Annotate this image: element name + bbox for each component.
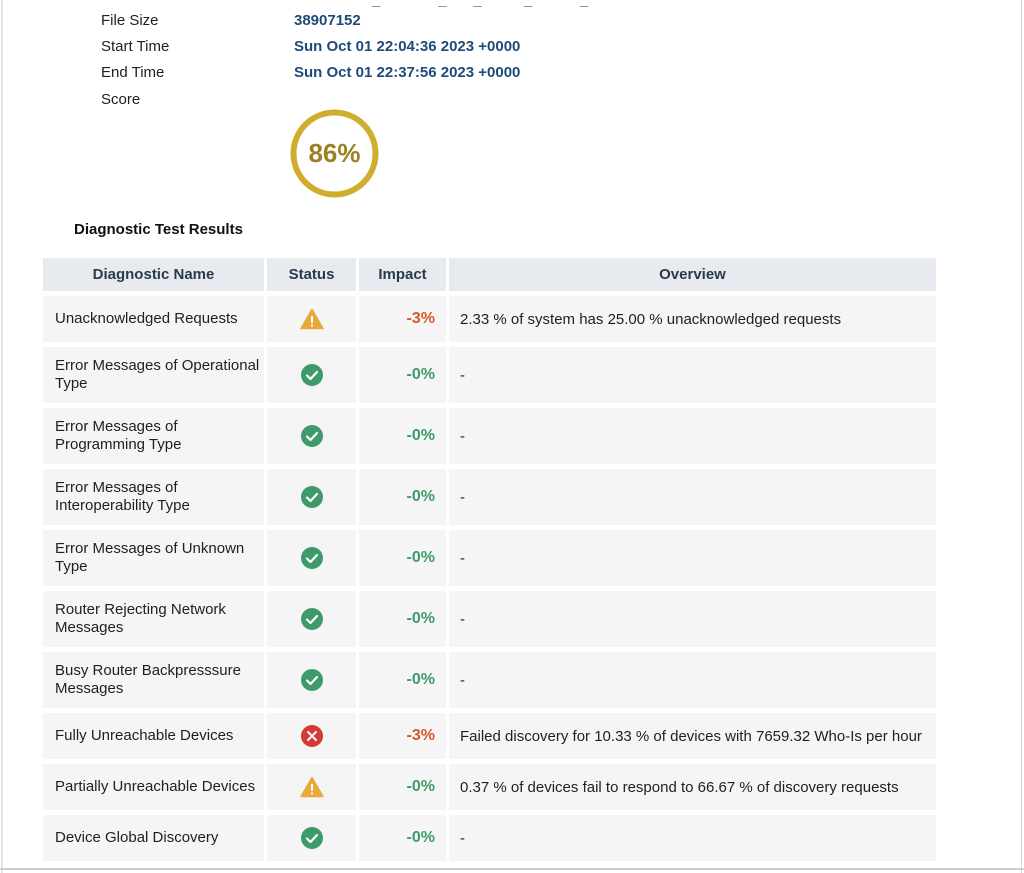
diagnostic-name-cell: Fully Unreachable Devices xyxy=(43,713,264,759)
table-body: Unacknowledged Requests -3% 2.33 % of syst… xyxy=(43,296,936,861)
header-overview[interactable]: Overview xyxy=(449,258,936,291)
impact-cell: -0% xyxy=(359,408,446,464)
status-cell xyxy=(267,652,356,708)
diagnostic-name-cell: Error Messages of Operational Type xyxy=(43,347,264,403)
warning-icon xyxy=(299,775,324,799)
overview-cell: - xyxy=(449,469,936,525)
score-label: Score xyxy=(101,91,141,108)
end-time-label: End Time xyxy=(101,64,165,81)
impact-cell: -0% xyxy=(359,591,446,647)
header-impact[interactable]: Impact xyxy=(359,258,446,291)
overview-cell: Failed discovery for 10.33 % of devices … xyxy=(449,713,936,759)
overview-cell: - xyxy=(449,652,936,708)
header-diagnostic-name[interactable]: Diagnostic Name xyxy=(43,258,264,291)
status-cell xyxy=(267,764,356,810)
table-row: Error Messages of Unknown Type -0% - xyxy=(43,530,936,586)
impact-cell: -3% xyxy=(359,296,446,342)
impact-cell: -0% xyxy=(359,815,446,861)
overview-cell: - xyxy=(449,815,936,861)
check-circle-icon xyxy=(300,485,324,509)
table-header: Diagnostic Name Status Impact Overview xyxy=(43,258,936,291)
table-row: Error Messages of Programming Type -0% - xyxy=(43,408,936,464)
page-right-border xyxy=(1021,0,1022,873)
check-circle-icon xyxy=(300,826,324,850)
overview-cell: - xyxy=(449,591,936,647)
page-left-border xyxy=(1,0,3,873)
status-cell xyxy=(267,591,356,647)
start-time-label: Start Time xyxy=(101,38,170,55)
warning-icon xyxy=(299,307,324,331)
check-circle-icon xyxy=(300,546,324,570)
diagnostic-name-cell: Error Messages of Programming Type xyxy=(43,408,264,464)
impact-cell: -0% xyxy=(359,469,446,525)
impact-cell: -0% xyxy=(359,764,446,810)
impact-cell: -3% xyxy=(359,713,446,759)
diagnostic-name-cell: Unacknowledged Requests xyxy=(43,296,264,342)
impact-cell: -0% xyxy=(359,652,446,708)
overview-cell: - xyxy=(449,408,936,464)
score-gauge xyxy=(290,109,379,198)
diagnostic-name-cell: Partially Unreachable Devices xyxy=(43,764,264,810)
status-cell xyxy=(267,815,356,861)
diagnostic-name-cell: Busy Router Backpresssure Messages xyxy=(43,652,264,708)
diagnostic-name-cell: Error Messages of Unknown Type xyxy=(43,530,264,586)
start-time-value: Sun Oct 01 22:04:36 2023 +0000 xyxy=(294,38,521,55)
status-cell xyxy=(267,469,356,525)
end-time-value: Sun Oct 01 22:37:56 2023 +0000 xyxy=(294,64,521,81)
table-row: Error Messages of Operational Type -0% - xyxy=(43,347,936,403)
score-ring xyxy=(290,109,379,198)
table-row: Unacknowledged Requests -3% 2.33 % of syst… xyxy=(43,296,936,342)
overview-cell: 0.37 % of devices fail to respond to 66.… xyxy=(449,764,936,810)
table-row: Device Global Discovery -0% - xyxy=(43,815,936,861)
status-cell xyxy=(267,408,356,464)
check-circle-icon xyxy=(300,668,324,692)
table-row: Partially Unreachable Devices -0% 0.37 % o… xyxy=(43,764,936,810)
impact-cell: -0% xyxy=(359,530,446,586)
status-cell xyxy=(267,296,356,342)
clipped-file-name: _ _ _ _ _ xyxy=(372,0,590,9)
error-circle-icon xyxy=(300,724,324,748)
section-title: Diagnostic Test Results xyxy=(74,221,243,238)
check-circle-icon xyxy=(300,363,324,387)
diagnostic-table: Diagnostic Name Status Impact Overview U… xyxy=(43,258,936,866)
table-row: Fully Unreachable Devices -3% Failed disco… xyxy=(43,713,936,759)
score-value: 86% xyxy=(308,138,361,168)
diagnostic-name-cell: Router Rejecting Network Messages xyxy=(43,591,264,647)
status-cell xyxy=(267,713,356,759)
status-cell xyxy=(267,347,356,403)
overview-cell: - xyxy=(449,530,936,586)
file-size-value: 38907152 xyxy=(294,12,361,29)
table-row: Busy Router Backpresssure Messages -0% - xyxy=(43,652,936,708)
impact-cell: -0% xyxy=(359,347,446,403)
check-circle-icon xyxy=(300,607,324,631)
table-row: Error Messages of Interoperability Type -… xyxy=(43,469,936,525)
diagnostic-name-cell: Device Global Discovery xyxy=(43,815,264,861)
overview-cell: - xyxy=(449,347,936,403)
check-circle-icon xyxy=(300,424,324,448)
page-bottom-border xyxy=(0,868,1024,870)
file-size-label: File Size xyxy=(101,12,159,29)
overview-cell: 2.33 % of system has 25.00 % unacknowled… xyxy=(449,296,936,342)
table-row: Router Rejecting Network Messages -0% - xyxy=(43,591,936,647)
header-status[interactable]: Status xyxy=(267,258,356,291)
status-cell xyxy=(267,530,356,586)
diagnostic-name-cell: Error Messages of Interoperability Type xyxy=(43,469,264,525)
